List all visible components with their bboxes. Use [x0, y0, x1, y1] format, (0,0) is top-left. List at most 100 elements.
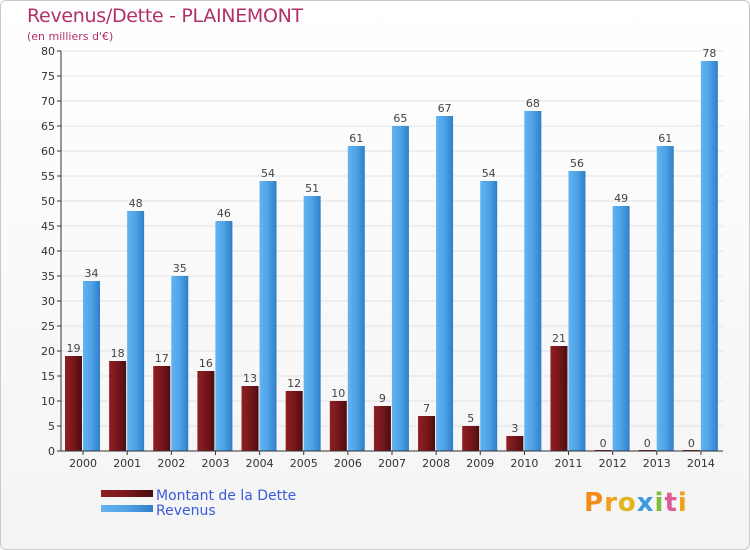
x-tick-label: 2008 — [422, 457, 450, 470]
bar-revenus — [347, 146, 365, 451]
bar-revenus — [127, 211, 145, 451]
x-tick-label: 2014 — [687, 457, 715, 470]
y-tick-label: 10 — [41, 395, 55, 408]
bar-revenus — [524, 111, 542, 451]
y-tick-label: 40 — [41, 245, 55, 258]
bar-dette — [506, 436, 524, 451]
x-tick-label: 2004 — [246, 457, 274, 470]
y-tick-label: 15 — [41, 370, 55, 383]
data-label-revenus: 65 — [393, 112, 407, 125]
legend-swatch-dette — [101, 490, 153, 497]
data-label-dette: 10 — [331, 387, 345, 400]
x-tick-label: 2013 — [643, 457, 671, 470]
chart-subtitle: (en milliers d'€) — [27, 30, 114, 43]
y-tick-label: 0 — [48, 445, 55, 458]
data-label-dette: 9 — [379, 392, 386, 405]
data-label-revenus: 34 — [85, 267, 99, 280]
x-tick-label: 2007 — [378, 457, 406, 470]
data-label-dette: 3 — [511, 422, 518, 435]
data-label-dette: 21 — [552, 332, 566, 345]
y-tick-label: 75 — [41, 70, 55, 83]
x-tick-label: 2000 — [69, 457, 97, 470]
bar-revenus — [656, 146, 674, 451]
bar-dette — [285, 391, 303, 451]
bar-revenus — [259, 181, 277, 451]
bar-revenus — [391, 126, 409, 451]
data-label-dette: 13 — [243, 372, 257, 385]
x-tick-label: 2002 — [157, 457, 185, 470]
y-tick-label: 80 — [41, 45, 55, 58]
y-tick-label: 70 — [41, 95, 55, 108]
data-label-dette: 19 — [67, 342, 81, 355]
data-label-dette: 18 — [111, 347, 125, 360]
bar-dette — [329, 401, 347, 451]
y-tick-label: 50 — [41, 195, 55, 208]
legend-label-revenus: Revenus — [156, 503, 216, 519]
legend-swatch-revenus — [101, 505, 153, 512]
data-label-revenus: 68 — [526, 97, 540, 110]
y-tick-label: 35 — [41, 270, 55, 283]
data-label-revenus: 51 — [305, 182, 319, 195]
chart-title: Revenus/Dette - PLAINEMONT — [27, 5, 303, 27]
x-tick-label: 2006 — [334, 457, 362, 470]
x-tick-label: 2011 — [555, 457, 583, 470]
x-tick-label: 2003 — [201, 457, 229, 470]
x-tick-label: 2001 — [113, 457, 141, 470]
data-label-dette: 0 — [644, 437, 651, 450]
proxiti-logo: Proxiti — [584, 488, 688, 518]
x-tick-label: 2009 — [466, 457, 494, 470]
data-label-dette: 0 — [688, 437, 695, 450]
data-label-revenus: 56 — [570, 157, 584, 170]
bar-revenus — [171, 276, 189, 451]
x-tick-label: 2010 — [510, 457, 538, 470]
y-tick-label: 55 — [41, 170, 55, 183]
y-tick-label: 65 — [41, 120, 55, 133]
data-label-dette: 12 — [287, 377, 301, 390]
y-tick-label: 5 — [48, 420, 55, 433]
bar-dette — [197, 371, 215, 451]
data-label-revenus: 67 — [438, 102, 452, 115]
data-label-dette: 7 — [423, 402, 430, 415]
bar-dette — [65, 356, 82, 451]
y-tick-label: 45 — [41, 220, 55, 233]
bar-revenus — [436, 116, 454, 451]
bar-revenus — [480, 181, 498, 451]
bar-dette — [550, 346, 568, 451]
bar-dette — [418, 416, 436, 451]
bar-dette — [153, 366, 171, 451]
bar-dette — [462, 426, 480, 451]
data-label-revenus: 78 — [702, 47, 716, 60]
bar-dette — [109, 361, 127, 451]
data-label-revenus: 35 — [173, 262, 187, 275]
legend-label-dette: Montant de la Dette — [156, 488, 296, 504]
bar-revenus — [215, 221, 233, 451]
data-label-revenus: 54 — [261, 167, 275, 180]
data-label-revenus: 54 — [482, 167, 496, 180]
data-label-dette: 16 — [199, 357, 213, 370]
bar-revenus — [83, 281, 100, 451]
y-tick-label: 25 — [41, 320, 55, 333]
data-label-revenus: 61 — [349, 132, 363, 145]
data-label-dette: 17 — [155, 352, 169, 365]
bar-revenus — [303, 196, 321, 451]
bar-dette — [241, 386, 259, 451]
data-label-revenus: 61 — [658, 132, 672, 145]
data-label-revenus: 49 — [614, 192, 628, 205]
data-labels: 19 34 18 48 17 35 16 46 13 54 12 51 10 61 9 65 7 67 5 54 3 68… — [67, 47, 717, 450]
y-tick-label: 20 — [41, 345, 55, 358]
data-label-dette: 0 — [600, 437, 607, 450]
y-tick-label: 30 — [41, 295, 55, 308]
bar-revenus — [700, 61, 718, 451]
data-label-revenus: 48 — [129, 197, 143, 210]
bar-revenus — [568, 171, 586, 451]
data-label-revenus: 46 — [217, 207, 231, 220]
bar-revenus — [612, 206, 630, 451]
data-label-dette: 5 — [467, 412, 474, 425]
y-tick-label: 60 — [41, 145, 55, 158]
bar-dette — [373, 406, 391, 451]
x-tick-label: 2005 — [290, 457, 318, 470]
